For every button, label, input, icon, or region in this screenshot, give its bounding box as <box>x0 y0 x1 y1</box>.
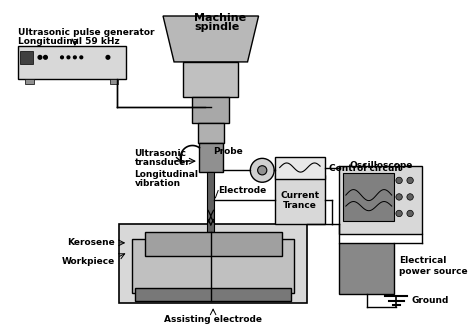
Text: Kerosene: Kerosene <box>67 239 115 247</box>
Text: Ground: Ground <box>411 296 448 305</box>
Circle shape <box>67 56 70 59</box>
Text: Electrical: Electrical <box>399 256 447 265</box>
Circle shape <box>250 158 274 182</box>
Bar <box>192 97 229 123</box>
Text: Workpiece: Workpiece <box>62 257 115 266</box>
Bar <box>25 79 34 84</box>
Text: Longitudinal 59 kHz: Longitudinal 59 kHz <box>18 37 119 46</box>
Bar <box>339 166 422 234</box>
Polygon shape <box>163 16 258 62</box>
Bar <box>339 243 394 294</box>
Circle shape <box>61 56 64 59</box>
Text: Control circuit: Control circuit <box>329 164 402 173</box>
Text: Ultrasonic pulse generator: Ultrasonic pulse generator <box>18 28 155 37</box>
Bar <box>110 79 118 84</box>
Bar <box>198 123 224 143</box>
Circle shape <box>396 177 402 184</box>
Bar <box>132 239 294 293</box>
Bar <box>20 51 33 64</box>
Circle shape <box>73 56 76 59</box>
Circle shape <box>407 210 413 217</box>
Circle shape <box>38 56 42 59</box>
Circle shape <box>407 194 413 200</box>
Bar <box>343 173 394 221</box>
Bar <box>199 143 223 172</box>
Text: Longitudinal: Longitudinal <box>135 170 199 179</box>
Bar <box>275 175 325 224</box>
Text: Oscilloscope: Oscilloscope <box>349 161 412 170</box>
Text: Current: Current <box>280 191 319 200</box>
Text: Machine: Machine <box>194 13 246 23</box>
Circle shape <box>258 166 267 175</box>
Bar <box>18 46 126 79</box>
Text: Trance: Trance <box>283 201 317 210</box>
Text: transducer: transducer <box>135 158 191 168</box>
Bar <box>183 62 238 97</box>
Bar <box>136 288 291 301</box>
Text: Probe: Probe <box>213 147 242 156</box>
Bar <box>275 156 325 179</box>
Circle shape <box>396 194 402 200</box>
Text: Electrode: Electrode <box>218 186 266 195</box>
Text: spindle: spindle <box>194 22 239 32</box>
Circle shape <box>44 56 47 59</box>
Circle shape <box>80 56 82 59</box>
Circle shape <box>106 56 110 59</box>
Text: power source: power source <box>399 267 468 276</box>
Circle shape <box>396 210 402 217</box>
Bar <box>207 172 214 232</box>
Bar <box>145 232 282 256</box>
Text: Ultrasonic: Ultrasonic <box>135 149 187 158</box>
Bar <box>119 224 307 303</box>
Circle shape <box>407 177 413 184</box>
Text: vibration: vibration <box>135 180 181 189</box>
Text: Assisting electrode: Assisting electrode <box>164 315 262 324</box>
